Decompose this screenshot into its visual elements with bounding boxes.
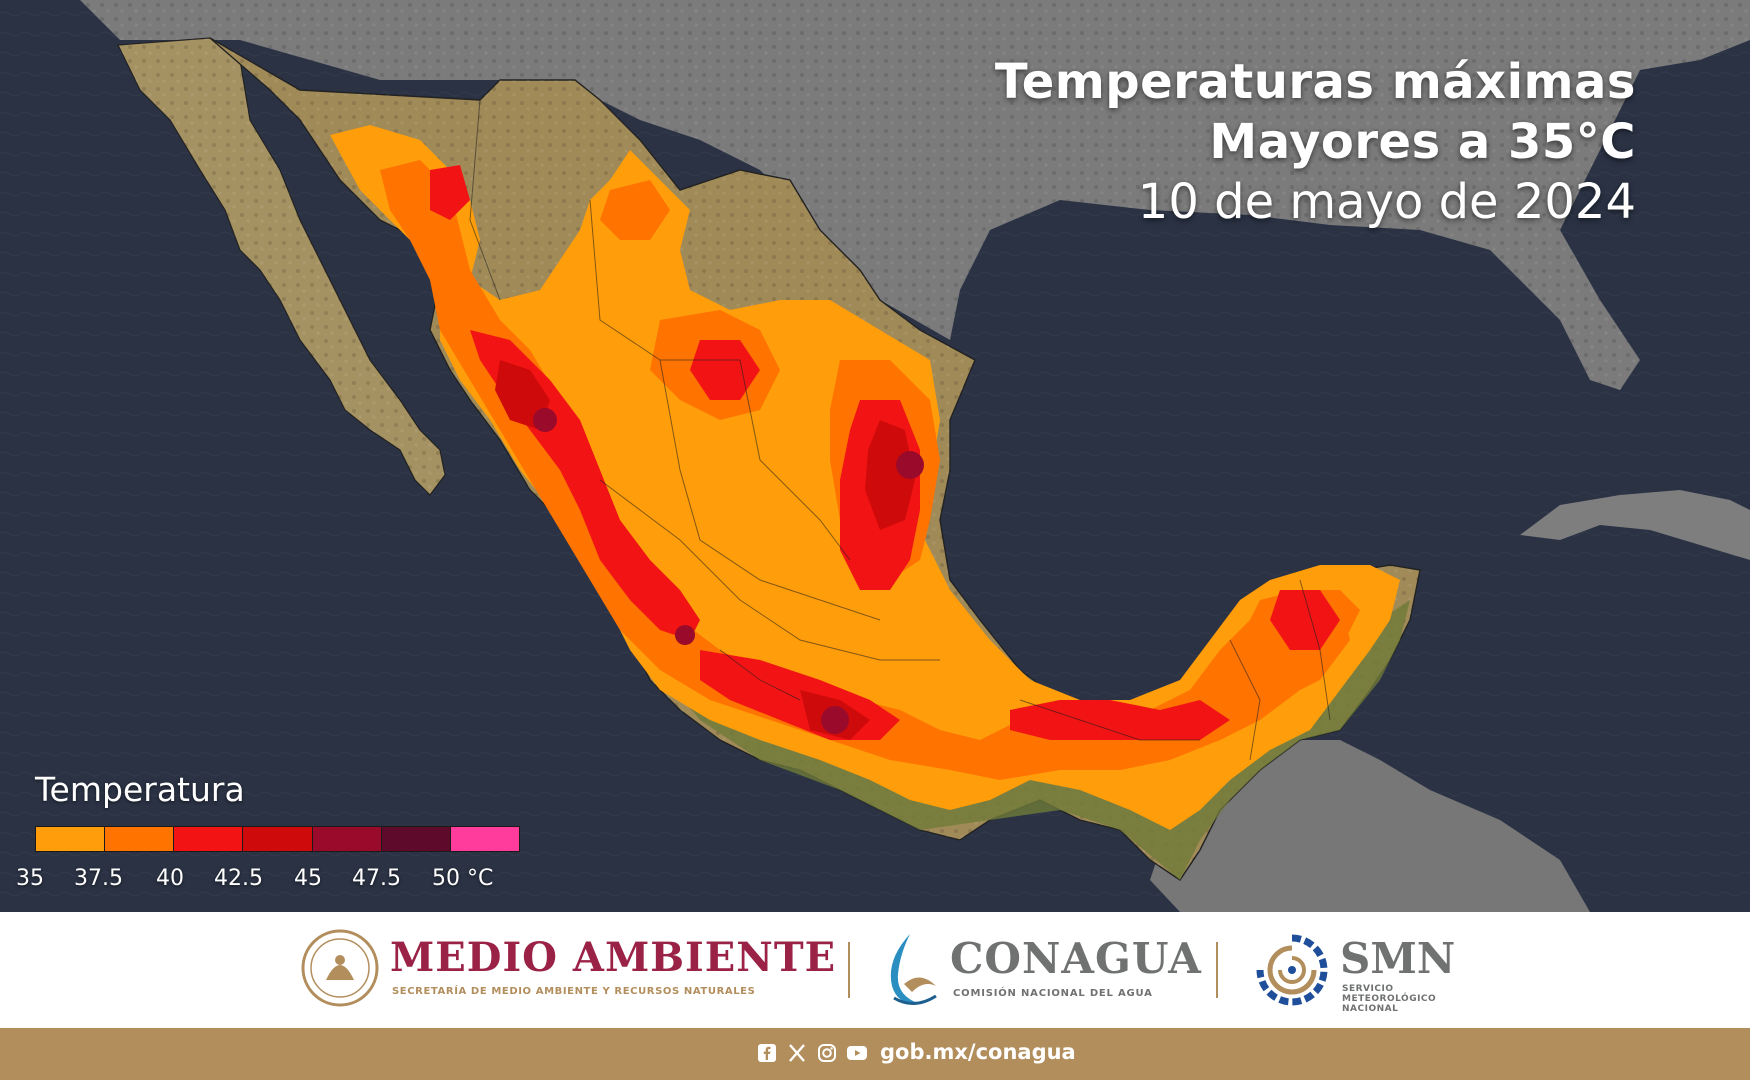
state-borders — [469, 99, 1331, 761]
medio-ambiente-title: MEDIO AMBIENTE — [390, 934, 837, 981]
conagua-wave-icon — [890, 934, 937, 1005]
legend-tick: 45 — [294, 866, 322, 891]
temp-zone-37 — [380, 160, 1360, 780]
facebook-icon[interactable] — [756, 1042, 778, 1064]
map-title: Temperaturas máximas Mayores a 35°C 10 d… — [995, 52, 1636, 232]
medio-ambiente-subtitle: SECRETARÍA DE MEDIO AMBIENTE Y RECURSOS … — [392, 986, 756, 997]
legend-title: Temperatura — [35, 770, 245, 809]
x-icon[interactable] — [786, 1042, 808, 1064]
temp-zone-40-coah — [690, 340, 760, 400]
legend-tick: 35 — [16, 866, 44, 891]
conagua-title: CONAGUA — [950, 934, 1202, 983]
legend-swatch-45 — [312, 827, 382, 851]
map-canvas — [0, 0, 1750, 912]
legend-tick: 50 °C — [432, 866, 494, 891]
title-line-1: Temperaturas máximas — [994, 54, 1636, 110]
mexico-seal-icon — [301, 929, 379, 1007]
conagua-subtitle: COMISIÓN NACIONAL DEL AGUA — [953, 988, 1153, 999]
temp-zone-45-a — [896, 451, 924, 479]
logo-divider — [1216, 942, 1218, 998]
temp-zone-42 — [865, 420, 915, 530]
legend-swatch-37-5 — [105, 827, 175, 851]
social-icons — [756, 1042, 868, 1066]
youtube-icon[interactable] — [846, 1042, 868, 1064]
legend-tick: 40 — [156, 866, 184, 891]
temperature-map: Temperaturas máximas Mayores a 35°C 10 d… — [0, 0, 1750, 912]
title-date: 10 de mayo de 2024 — [1137, 174, 1636, 230]
temp-zone-45-b — [533, 408, 557, 432]
footer-bar: gob.mx/conagua — [0, 1028, 1750, 1080]
legend-swatch-35 — [36, 827, 106, 851]
footer-url-link[interactable]: gob.mx/conagua — [880, 1040, 1076, 1064]
logo-divider — [848, 942, 850, 998]
temp-zone-40-son — [430, 165, 470, 220]
legend-tick: 47.5 — [352, 866, 401, 891]
title-line-2: Mayores a 35°C — [1209, 114, 1636, 170]
temp-zone-45-d — [675, 625, 695, 645]
temp-zone-37-ne — [600, 180, 670, 240]
legend-swatch-47-5 — [381, 827, 451, 851]
usa-land-texture — [80, 0, 1750, 390]
legend-swatch-42-5 — [243, 827, 313, 851]
smn-title: SMN — [1340, 934, 1456, 983]
legend-swatch-40 — [174, 827, 244, 851]
baja-relief — [118, 38, 445, 495]
legend-tick: 42.5 — [214, 866, 263, 891]
temp-zone-45-c — [821, 706, 849, 734]
temp-zone-40-yuc — [1270, 590, 1340, 650]
cuba-land — [1520, 490, 1750, 560]
smn-spiral-icon — [1256, 934, 1328, 1006]
smn-subtitle: SERVICIO METEOROLÓGICO NACIONAL — [1342, 984, 1437, 1014]
legend-swatch-50 — [450, 827, 519, 851]
legend-color-bar — [35, 826, 520, 852]
legend-ticks: 35 37.5 40 42.5 45 47.5 50 °C — [16, 866, 536, 896]
legend-tick: 37.5 — [74, 866, 123, 891]
institution-logos: MEDIO AMBIENTE SECRETARÍA DE MEDIO AMBIE… — [0, 912, 1750, 1028]
instagram-icon[interactable] — [816, 1042, 838, 1064]
temp-zone-40-tabasco — [1010, 700, 1230, 740]
central-america-land — [1150, 740, 1590, 912]
temperature-legend: Temperatura 35 37.5 40 42.5 45 47.5 50 °… — [16, 770, 536, 900]
